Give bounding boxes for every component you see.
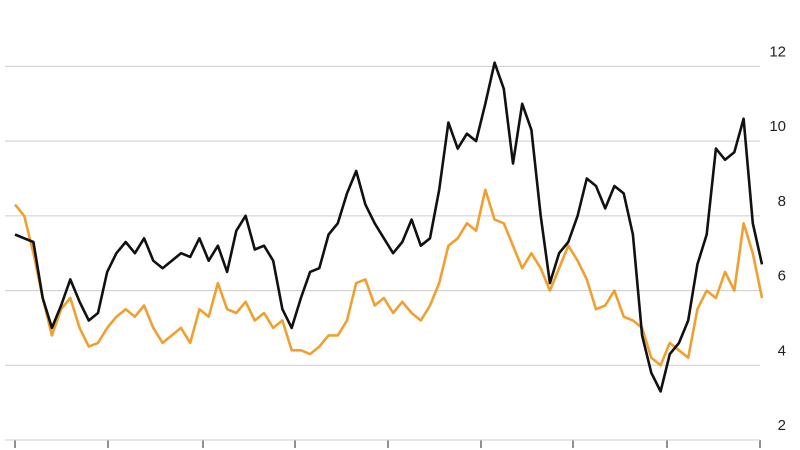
y-tick-label: 12 — [769, 43, 786, 60]
y-tick-label: 8 — [778, 193, 786, 210]
y-tick-label: 2 — [778, 417, 786, 434]
y-tick-label: 4 — [778, 342, 786, 359]
y-tick-label: 6 — [778, 268, 786, 285]
series-line — [13, 188, 764, 367]
series-line — [14, 61, 764, 393]
y-tick-label: 10 — [769, 118, 786, 135]
x-axis-ticks — [14, 440, 761, 448]
